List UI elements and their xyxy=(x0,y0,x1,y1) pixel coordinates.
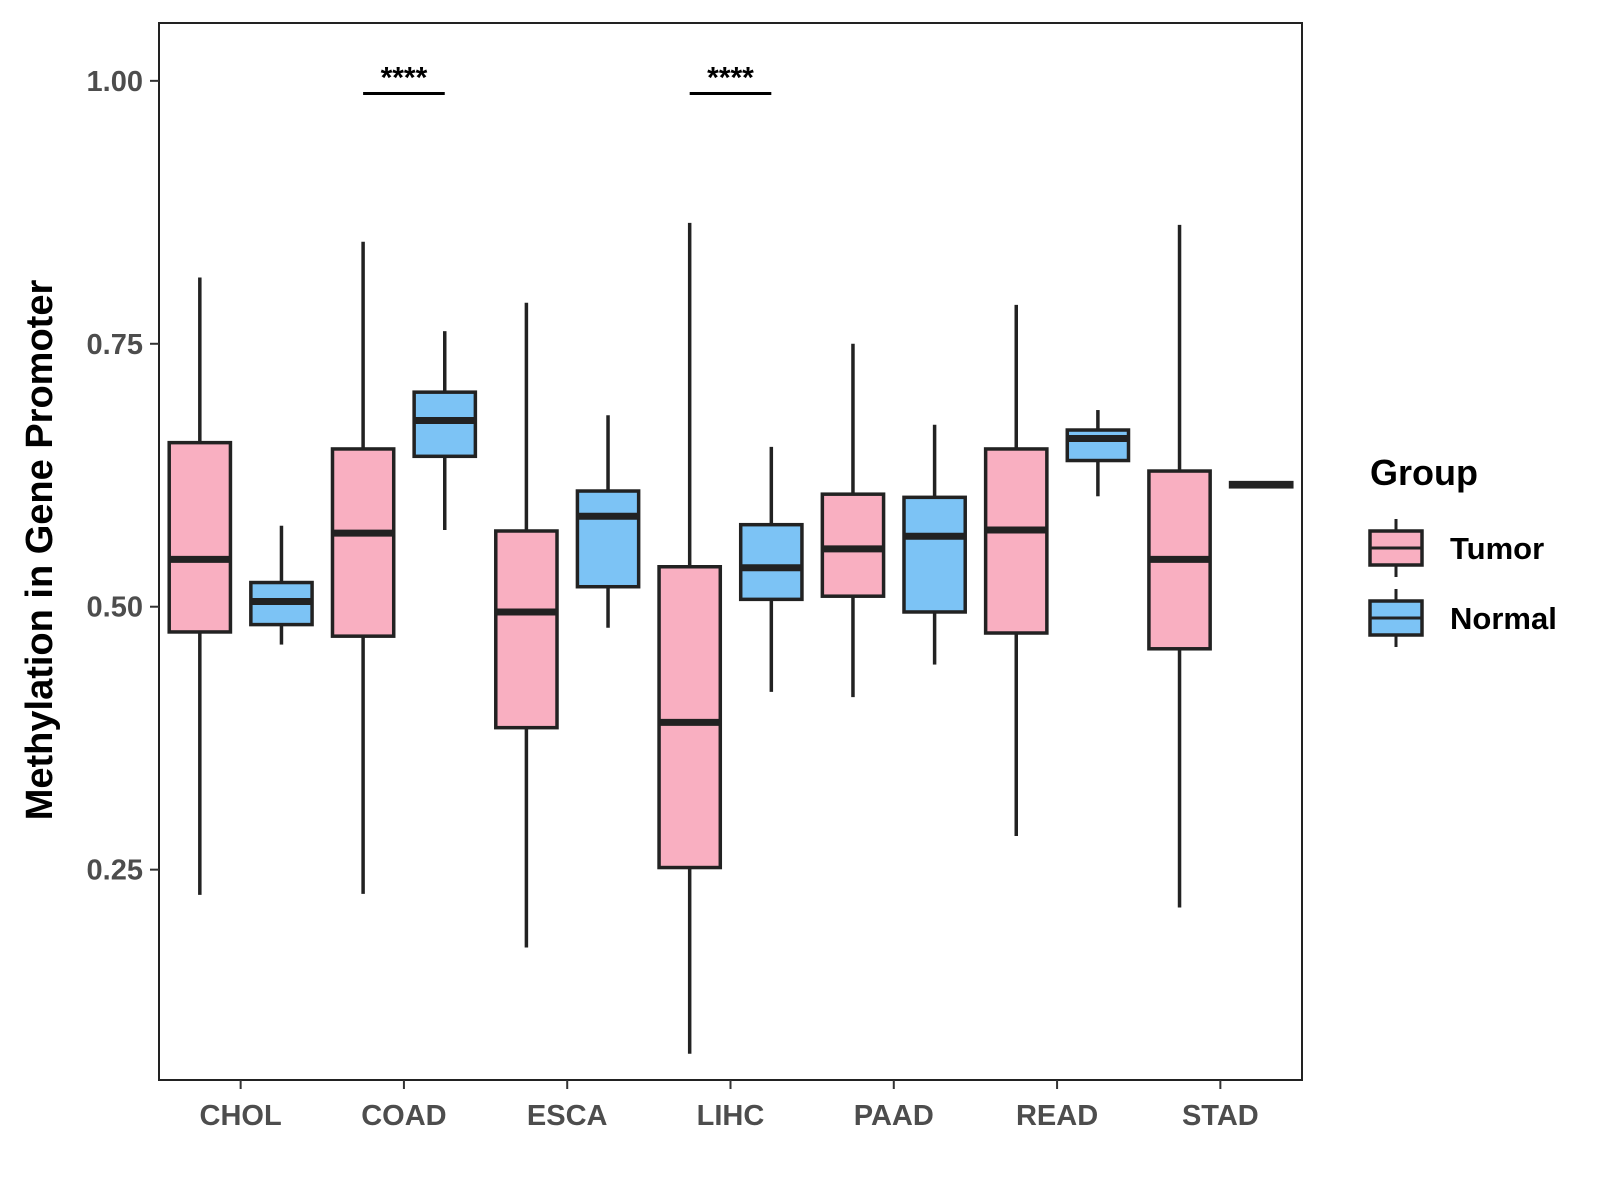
axes: 0.25 0.50 0.75 1.00 CHOL COAD ESCA LIHC PAAD READ… xyxy=(87,22,1303,1132)
x-tick-label: STAD xyxy=(1182,1100,1259,1132)
box-read-normal xyxy=(1065,410,1131,497)
x-tick-label: LIHC xyxy=(697,1100,765,1132)
box-rect xyxy=(167,440,233,634)
box-read-tumor xyxy=(983,304,1049,836)
box-stad-tumor xyxy=(1147,224,1212,908)
x-tick-label: PAAD xyxy=(854,1100,934,1132)
box-chol-tumor xyxy=(167,277,233,895)
box-rect xyxy=(575,489,641,589)
x-tick-label: COAD xyxy=(361,1100,446,1132)
x-tick-label: CHOL xyxy=(200,1100,282,1132)
y-tick-label: 0.75 xyxy=(87,329,143,361)
significance-label: **** xyxy=(381,61,428,94)
legend-title: Group xyxy=(1370,452,1478,493)
box-esca-normal xyxy=(575,415,641,628)
box-lihc-tumor xyxy=(657,222,723,1054)
legend-key xyxy=(1368,589,1424,647)
legend-item-tumor: Tumor xyxy=(1368,519,1544,577)
box-rect xyxy=(412,390,478,459)
y-tick-label: 0.50 xyxy=(87,592,143,624)
x-tick-label: READ xyxy=(1016,1100,1098,1132)
legend-label: Normal xyxy=(1450,601,1557,636)
legend: Group Tumor Normal xyxy=(1368,452,1557,647)
significance-label: **** xyxy=(707,61,754,94)
plot-area: **** **** xyxy=(167,61,1294,1054)
box-esca-tumor xyxy=(494,302,559,948)
box-stad-normal xyxy=(1228,480,1294,489)
x-tick-label: ESCA xyxy=(527,1100,608,1132)
box-chol-normal xyxy=(249,525,314,645)
box-rect xyxy=(657,565,723,870)
box-rect xyxy=(820,492,886,598)
box-rect xyxy=(902,495,967,614)
legend-key xyxy=(1368,519,1424,577)
legend-label: Tumor xyxy=(1450,531,1544,566)
box-rect xyxy=(330,447,396,638)
box-coad-normal xyxy=(412,331,478,530)
box-paad-tumor xyxy=(820,343,886,698)
y-tick-label: 1.00 xyxy=(87,66,143,98)
box-lihc-normal xyxy=(738,446,804,692)
box-rect xyxy=(983,447,1049,635)
y-tick-label: 0.25 xyxy=(87,855,143,887)
box-coad-tumor xyxy=(330,241,396,894)
legend-item-normal: Normal xyxy=(1368,589,1557,647)
box-paad-normal xyxy=(902,424,967,665)
panel-border xyxy=(158,22,1303,1081)
box-rect xyxy=(494,529,559,730)
box-rect xyxy=(738,522,804,602)
y-axis-title: Methylation in Gene Promoter xyxy=(19,280,61,821)
box-rect xyxy=(1065,428,1131,463)
